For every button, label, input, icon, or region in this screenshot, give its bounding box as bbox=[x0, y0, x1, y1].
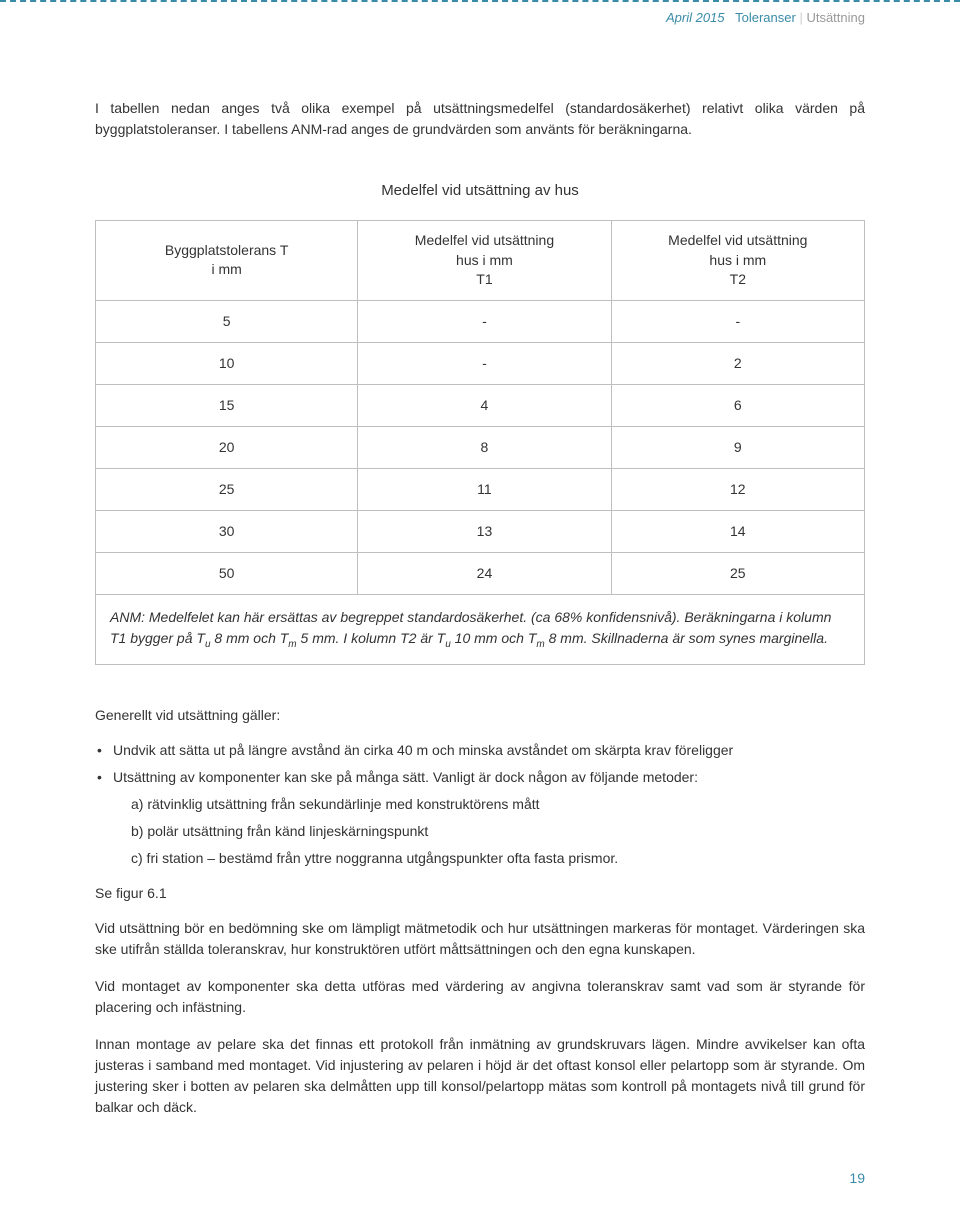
header-date: April 2015 bbox=[666, 10, 725, 25]
page-number: 19 bbox=[95, 1168, 865, 1189]
tolerance-table: Byggplatstolerans T i mm Medelfel vid ut… bbox=[95, 220, 865, 665]
intro-paragraph: I tabellen nedan anges två olika exempel… bbox=[95, 98, 865, 140]
table-cell: - bbox=[358, 342, 611, 384]
table-cell: 25 bbox=[96, 468, 358, 510]
note-text-d: 10 mm och T bbox=[451, 630, 537, 646]
table-cell: 13 bbox=[358, 510, 611, 552]
header-section-primary: Toleranser bbox=[735, 10, 796, 25]
page-content: April 2015 Toleranser | Utsättning I tab… bbox=[0, 8, 960, 1229]
table-cell: - bbox=[611, 300, 864, 342]
table-cell: 14 bbox=[611, 510, 864, 552]
table-note-cell: ANM: Medelfelet kan här ersättas av begr… bbox=[96, 594, 865, 664]
table-cell: 5 bbox=[96, 300, 358, 342]
sublist-item-c: c) fri station – bestämd från yttre nogg… bbox=[131, 848, 865, 869]
table-cell: - bbox=[358, 300, 611, 342]
table-cell: 15 bbox=[96, 384, 358, 426]
body-para-1: Vid utsättning bör en bedömning ske om l… bbox=[95, 918, 865, 960]
table-cell: 24 bbox=[358, 552, 611, 594]
sub-list: a) rätvinklig utsättning från sekundärli… bbox=[113, 794, 865, 869]
list-item: Undvik att sätta ut på längre avstånd än… bbox=[95, 740, 865, 761]
table-cell: 8 bbox=[358, 426, 611, 468]
header-section-secondary: Utsättning bbox=[806, 10, 865, 25]
table-row: 20 8 9 bbox=[96, 426, 865, 468]
table-title: Medelfel vid utsättning av hus bbox=[95, 180, 865, 203]
body-para-2: Vid montaget av komponenter ska detta ut… bbox=[95, 976, 865, 1018]
col-header-0: Byggplatstolerans T i mm bbox=[96, 221, 358, 301]
col-header-2: Medelfel vid utsättning hus i mm T2 bbox=[611, 221, 864, 301]
table-cell: 4 bbox=[358, 384, 611, 426]
section-lead: Generellt vid utsättning gäller: bbox=[95, 705, 865, 726]
note-sub-m1: m bbox=[288, 639, 296, 650]
table-row: 5 - - bbox=[96, 300, 865, 342]
table-cell: 10 bbox=[96, 342, 358, 384]
col-header-1: Medelfel vid utsättning hus i mm T1 bbox=[358, 221, 611, 301]
table-cell: 50 bbox=[96, 552, 358, 594]
list-item: Utsättning av komponenter kan ske på mån… bbox=[95, 767, 865, 869]
table-cell: 2 bbox=[611, 342, 864, 384]
sublist-item-a: a) rätvinklig utsättning från sekundärli… bbox=[131, 794, 865, 815]
table-row: 10 - 2 bbox=[96, 342, 865, 384]
body-para-3: Innan montage av pelare ska det finnas e… bbox=[95, 1034, 865, 1118]
table-row: 15 4 6 bbox=[96, 384, 865, 426]
bullet-text-1: Utsättning av komponenter kan ske på mån… bbox=[113, 769, 698, 785]
table-row: 30 13 14 bbox=[96, 510, 865, 552]
table-row: 50 24 25 bbox=[96, 552, 865, 594]
note-text-e: 8 mm. Skillnaderna är som synes marginel… bbox=[545, 630, 828, 646]
table-header-row: Byggplatstolerans T i mm Medelfel vid ut… bbox=[96, 221, 865, 301]
bullet-list: Undvik att sätta ut på längre avstånd än… bbox=[95, 740, 865, 869]
bullet-text-0: Undvik att sätta ut på längre avstånd än… bbox=[113, 742, 733, 758]
table-cell: 9 bbox=[611, 426, 864, 468]
note-text-c: 5 mm. I kolumn T2 är T bbox=[297, 630, 446, 646]
note-sub-m2: m bbox=[536, 639, 544, 650]
table-cell: 11 bbox=[358, 468, 611, 510]
table-body: 5 - - 10 - 2 15 4 6 20 8 9 25 11 bbox=[96, 300, 865, 664]
table-cell: 20 bbox=[96, 426, 358, 468]
sublist-item-b: b) polär utsättning från känd linjeskärn… bbox=[131, 821, 865, 842]
table-cell: 30 bbox=[96, 510, 358, 552]
table-row: 25 11 12 bbox=[96, 468, 865, 510]
top-dashed-rule bbox=[0, 0, 960, 2]
table-cell: 12 bbox=[611, 468, 864, 510]
table-cell: 25 bbox=[611, 552, 864, 594]
note-text-b: 8 mm och T bbox=[211, 630, 289, 646]
table-note-row: ANM: Medelfelet kan här ersättas av begr… bbox=[96, 594, 865, 664]
table-cell: 6 bbox=[611, 384, 864, 426]
see-figure: Se figur 6.1 bbox=[95, 883, 865, 904]
running-header: April 2015 Toleranser | Utsättning bbox=[95, 8, 865, 28]
